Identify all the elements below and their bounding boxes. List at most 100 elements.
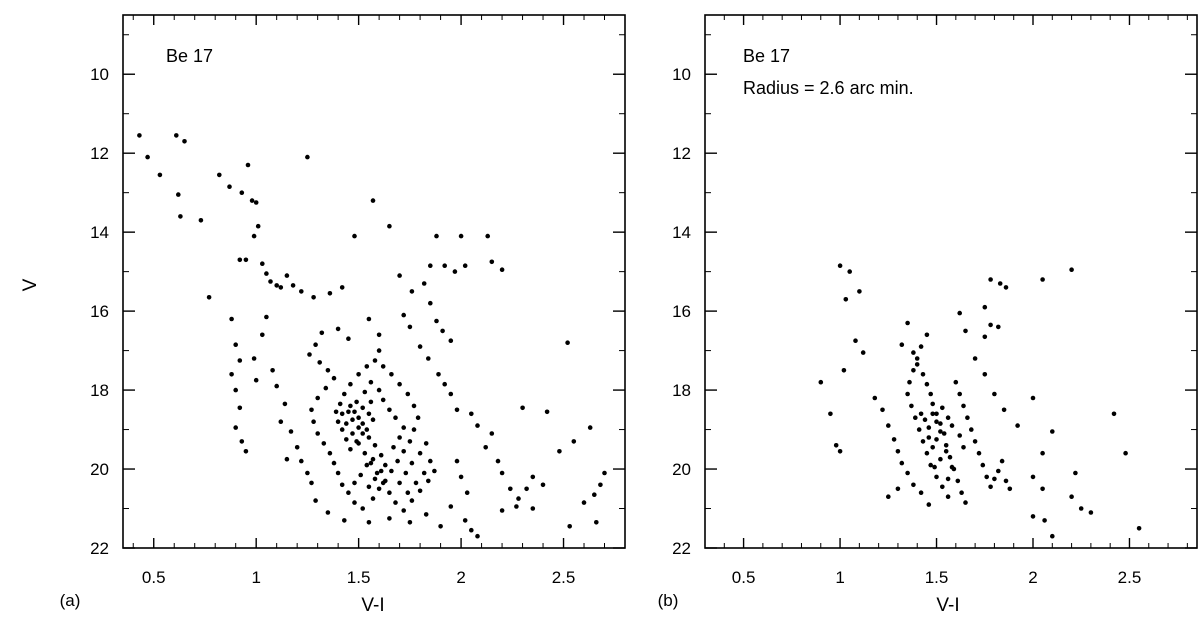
panel-b-data-point [926, 435, 932, 440]
panel-b-data-point [837, 263, 843, 269]
panel-b-data-point [891, 437, 897, 442]
panel-a-x-tick-label: 1.5 [347, 568, 371, 587]
panel-b-data-point [1030, 474, 1036, 480]
panel-b-data-point [947, 454, 953, 460]
panel-a-data-point [294, 445, 300, 450]
panel-b-data-point [833, 443, 839, 448]
panel-a-data-point [434, 233, 439, 239]
panel-a-data-point [380, 364, 386, 369]
panel-a-data-point [383, 462, 388, 468]
panel-b-data-point [976, 450, 982, 456]
panel-a-data-point [374, 470, 380, 476]
panel-a-data-point [530, 506, 536, 511]
panel-a-data-point [565, 340, 570, 346]
panel-b-data-point [972, 356, 978, 361]
panel-b-data-point [996, 468, 1001, 474]
panel-a-data-point [409, 289, 415, 294]
panel-a-data-point [391, 445, 396, 450]
panel-a-data-point [475, 423, 480, 428]
panel-b-data-point [949, 423, 955, 428]
panel-b-data-point [934, 411, 939, 417]
panel-a-data-point [342, 391, 347, 397]
panel-a-data-point [423, 512, 429, 517]
panel-a-data-point [268, 279, 273, 284]
panel-b-data-point [918, 490, 924, 496]
panel-a-data-point [237, 358, 243, 363]
panel-a-data-point [571, 439, 577, 444]
panel-b-y-tick-label: 16 [672, 302, 691, 321]
panel-a-data-point [376, 486, 382, 492]
panel-a-data-point [339, 411, 345, 417]
panel-a-data-point [376, 332, 382, 338]
panel-a-data-point [397, 381, 402, 387]
panel-a-data-point [245, 162, 251, 168]
panel-a-data-point [307, 352, 312, 357]
panel-a-data-point [315, 431, 321, 436]
panel-b-data-point [924, 332, 930, 338]
panel-b-data-point [886, 494, 891, 500]
panel-a-data-point [309, 480, 314, 486]
panel-b-data-point [972, 439, 978, 444]
panel-a-data-point [417, 488, 423, 494]
panel-b-data-point [961, 445, 966, 450]
panel-b-data-point [1123, 450, 1128, 456]
panel-a-data-point [372, 358, 378, 363]
panel-b-data-point [959, 490, 964, 496]
panel-a-data-point [344, 421, 349, 426]
panel-a-data-point [567, 524, 572, 529]
panel-a-data-point [229, 316, 234, 322]
panel-b-x-tick-label: 2.5 [1118, 568, 1142, 587]
panel-b-data-point [918, 344, 924, 349]
panel-b-data-point [930, 411, 935, 417]
panel-b-data-point [1001, 407, 1007, 413]
panel-a-data-point [401, 425, 407, 430]
panel-b-data-point [1078, 506, 1084, 511]
panel-a-points [137, 133, 607, 539]
panel-a-data-point [475, 533, 480, 539]
panel-a-data-point [417, 450, 423, 456]
panel-a-data-point [397, 435, 402, 440]
panel-a-y-tick-label: 12 [90, 144, 109, 163]
panel-b-data-point [853, 338, 858, 344]
panel-a-data-point [243, 449, 249, 454]
panel-a-y-tick-label: 22 [90, 539, 109, 558]
panel-a-data-point [454, 458, 460, 464]
panel-a-data-point [372, 476, 378, 482]
panel-b-data-point [953, 379, 959, 385]
panel-b-data-point [940, 405, 945, 411]
panel-a-x-tick-label: 2 [456, 568, 465, 587]
panel-a-data-point [405, 490, 411, 496]
panel-a-data-point [428, 263, 433, 269]
panel-b-data-point [982, 334, 988, 340]
panel-b-data-point [837, 449, 843, 454]
panel-b-data-point [957, 310, 962, 316]
panel-b-data-point [938, 456, 943, 462]
panel-b-data-point [911, 368, 916, 373]
panel-b-data-point [996, 324, 1001, 330]
panel-a-data-point [352, 233, 357, 239]
panel-b-x-tick-label: 2 [1028, 568, 1037, 587]
panel-a-data-point [544, 409, 550, 415]
panel-a-data-point [387, 516, 392, 521]
panel-b-data-point [932, 464, 937, 470]
panel-a-data-point [253, 377, 259, 383]
panel-a-data-point [448, 391, 454, 397]
panel-b-data-point [860, 350, 866, 355]
panel-b-data-point [930, 401, 935, 407]
panel-a-data-point [557, 449, 562, 454]
panel-a-data-point [458, 233, 464, 239]
panel-a-data-point [442, 381, 448, 387]
panel-a-data-point [423, 441, 429, 446]
panel-a-data-point [426, 356, 431, 361]
panel-a-data-point [327, 450, 333, 456]
panel-a-data-point [348, 381, 353, 387]
panel-a-data-point [380, 480, 386, 486]
panel-a-data-point [499, 508, 505, 513]
panel-a-data-point [592, 492, 597, 498]
panel-b-data-point [924, 381, 930, 387]
panel-b-data-point [911, 482, 916, 488]
panel-b-data-point [934, 474, 939, 480]
panel-b-data-point [940, 484, 945, 490]
panel-a-data-point [407, 439, 413, 444]
